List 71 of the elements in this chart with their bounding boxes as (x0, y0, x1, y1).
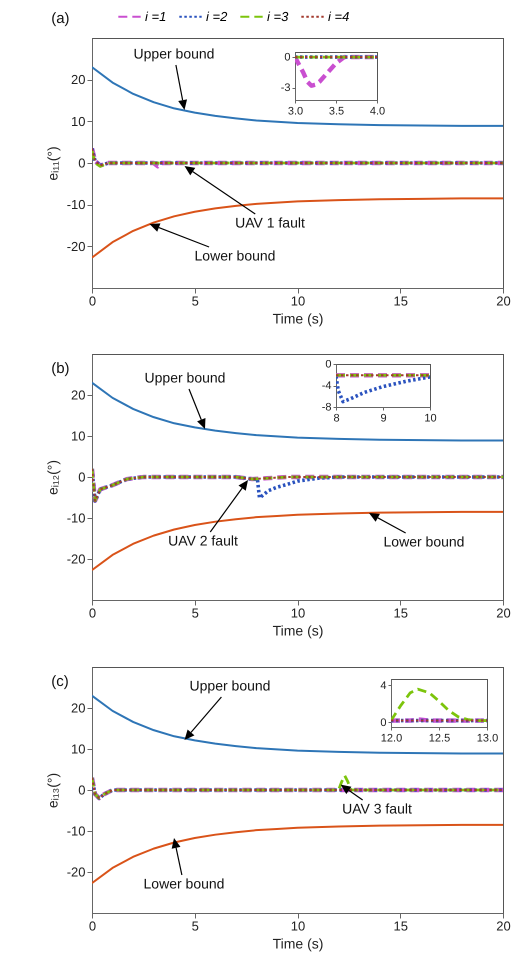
legend-label: i =2 (206, 8, 228, 24)
y-tick-label: -10 (66, 510, 86, 526)
x-tick-label: 20 (496, 606, 511, 620)
y-tick-label: 0 (325, 358, 332, 370)
y-tick-label: -10 (66, 197, 86, 212)
annotation: Upper bound (144, 370, 226, 386)
x-tick-label: 3.5 (328, 106, 344, 118)
x-tick-label: 10 (424, 412, 437, 424)
y-tick-label: -4 (322, 380, 332, 392)
y-tick-label: 20 (71, 700, 86, 716)
x-tick-label: 13.0 (476, 732, 498, 744)
y-tick-label: 20 (71, 388, 86, 402)
legend-label: i =4 (328, 8, 350, 24)
x-tick-label: 0 (88, 918, 96, 934)
x-tick-label: 15 (394, 918, 408, 934)
x-tick-label: 10 (290, 918, 306, 934)
x-tick-label: 9 (380, 412, 387, 424)
chart-title: (a) (51, 10, 70, 27)
line-series (295, 54, 377, 88)
line-series (92, 694, 503, 755)
y-tick-label: -3 (280, 82, 290, 94)
x-tick-label: 12.5 (428, 732, 450, 744)
x-tick-label: 12.0 (380, 732, 402, 744)
y-tick-label: -20 (66, 552, 86, 566)
x-tick-label: 5 (192, 294, 199, 308)
x-tick-label: 20 (496, 918, 511, 934)
annotation: Lower bound (384, 534, 464, 550)
line-series (92, 66, 503, 127)
x-tick-label: 10 (290, 294, 306, 308)
x-tick-label: 15 (394, 294, 408, 308)
legend-label: i =1 (145, 8, 166, 24)
line-series (92, 510, 503, 572)
chart-title: (c) (51, 673, 69, 690)
annotation: Upper bound (134, 46, 214, 62)
legend-label: i =3 (267, 8, 290, 24)
y-tick-label: 10 (71, 428, 86, 444)
x-tick-label: 5 (192, 606, 199, 620)
y-tick-label: 0 (78, 470, 86, 484)
chart-title: (b) (51, 360, 70, 377)
y-tick-label: -20 (66, 238, 86, 254)
line-series (92, 197, 503, 259)
y-axis-title: eᵢ₁₂(°) (44, 460, 61, 496)
x-tick-label: 0 (88, 606, 96, 620)
annotation: UAV 3 fault (342, 800, 412, 817)
y-tick-label: 0 (78, 782, 86, 798)
line-series (336, 374, 430, 404)
annotation: Upper bound (190, 678, 270, 694)
x-tick-label: 0 (88, 294, 96, 308)
x-axis-title: Time (s) (272, 622, 324, 638)
x-tick-label: 5 (192, 918, 199, 934)
y-tick-label: -20 (66, 864, 86, 880)
y-axis-title: eᵢ₁₃(°) (44, 772, 61, 808)
x-axis-title: Time (s) (272, 310, 324, 326)
y-tick-label: -8 (322, 402, 332, 414)
x-tick-label: 3.0 (288, 106, 304, 118)
x-tick-label: 15 (394, 606, 408, 620)
annotation: Lower bound (144, 876, 224, 892)
x-tick-label: 8 (333, 412, 340, 424)
x-tick-label: 10 (290, 606, 306, 620)
annotation: UAV 2 fault (168, 532, 238, 549)
x-axis-title: Time (s) (272, 936, 324, 952)
x-tick-label: 4.0 (370, 106, 386, 118)
annotation: UAV 1 fault (235, 214, 305, 231)
y-axis-title: eᵢ₁₁(°) (44, 146, 61, 181)
y-tick-label: 4 (380, 680, 386, 692)
y-tick-label: 20 (71, 72, 86, 88)
x-tick-label: 20 (496, 294, 511, 308)
y-tick-label: -10 (66, 824, 86, 838)
annotation: Lower bound (194, 248, 276, 264)
y-tick-label: 0 (78, 156, 86, 170)
line-series (391, 688, 487, 722)
